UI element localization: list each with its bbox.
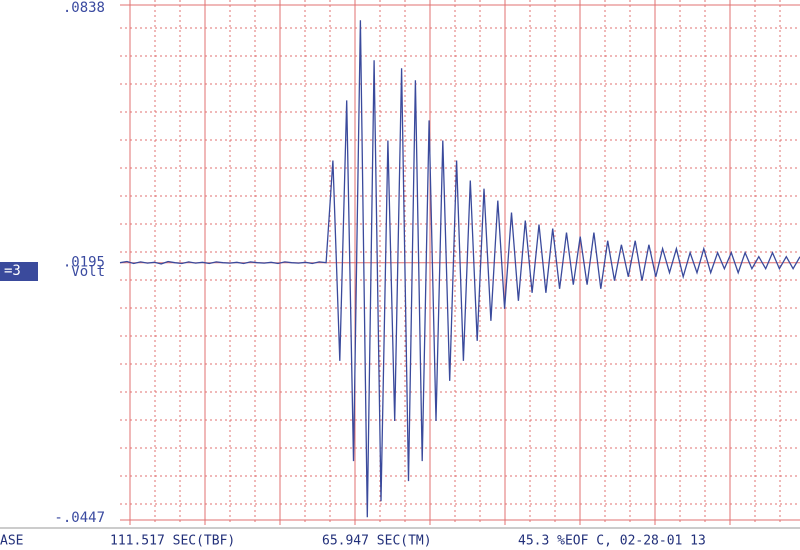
y-tick-label: .0838	[63, 0, 105, 16]
status-text: ASE	[0, 534, 23, 549]
channel-box	[0, 262, 38, 281]
status-text: 45.3 %EOF C, 02-28-01 13	[518, 534, 706, 549]
channel-label: =3	[4, 263, 21, 279]
y-tick-label: -.0447	[54, 510, 105, 526]
status-text: 65.947 SEC(TM)	[322, 534, 432, 549]
waveform	[119, 20, 800, 518]
y-tick-label: .0195	[63, 255, 105, 271]
y-unit: Volt	[71, 264, 105, 280]
status-text: 111.517 SEC(TBF)	[110, 534, 235, 549]
